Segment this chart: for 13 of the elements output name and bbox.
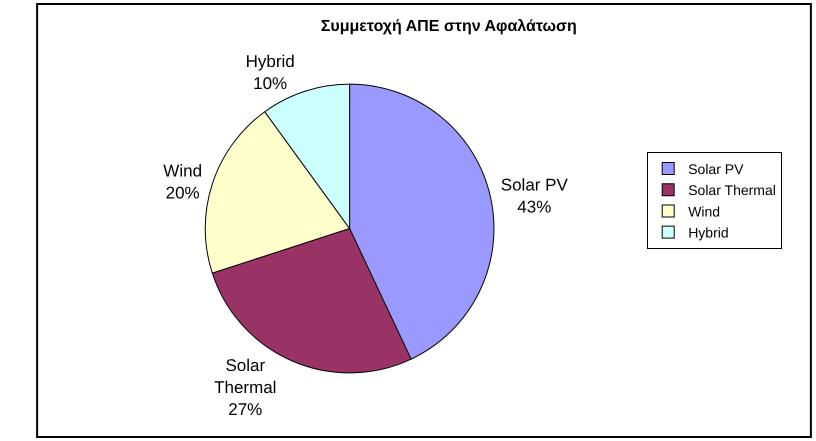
slice-label: Wind — [163, 161, 202, 180]
legend-label: Solar PV — [688, 161, 744, 178]
legend-label: Wind — [688, 203, 720, 220]
data-label: 43% — [517, 198, 552, 217]
slice-label: Hybrid — [246, 52, 295, 72]
data-label: 10% — [253, 74, 288, 94]
data-label: 20% — [166, 184, 200, 202]
legend-label: Solar Thermal — [688, 182, 776, 198]
slice-label: Solar PV — [500, 176, 569, 194]
chart-title: Συμμετοχή ΑΠΕ στην Αφαλάτωση — [320, 18, 577, 36]
slice-label: Solar Thermal — [214, 356, 276, 398]
data-label: 27% — [228, 400, 262, 420]
legend-label: Hybrid — [688, 224, 729, 241]
